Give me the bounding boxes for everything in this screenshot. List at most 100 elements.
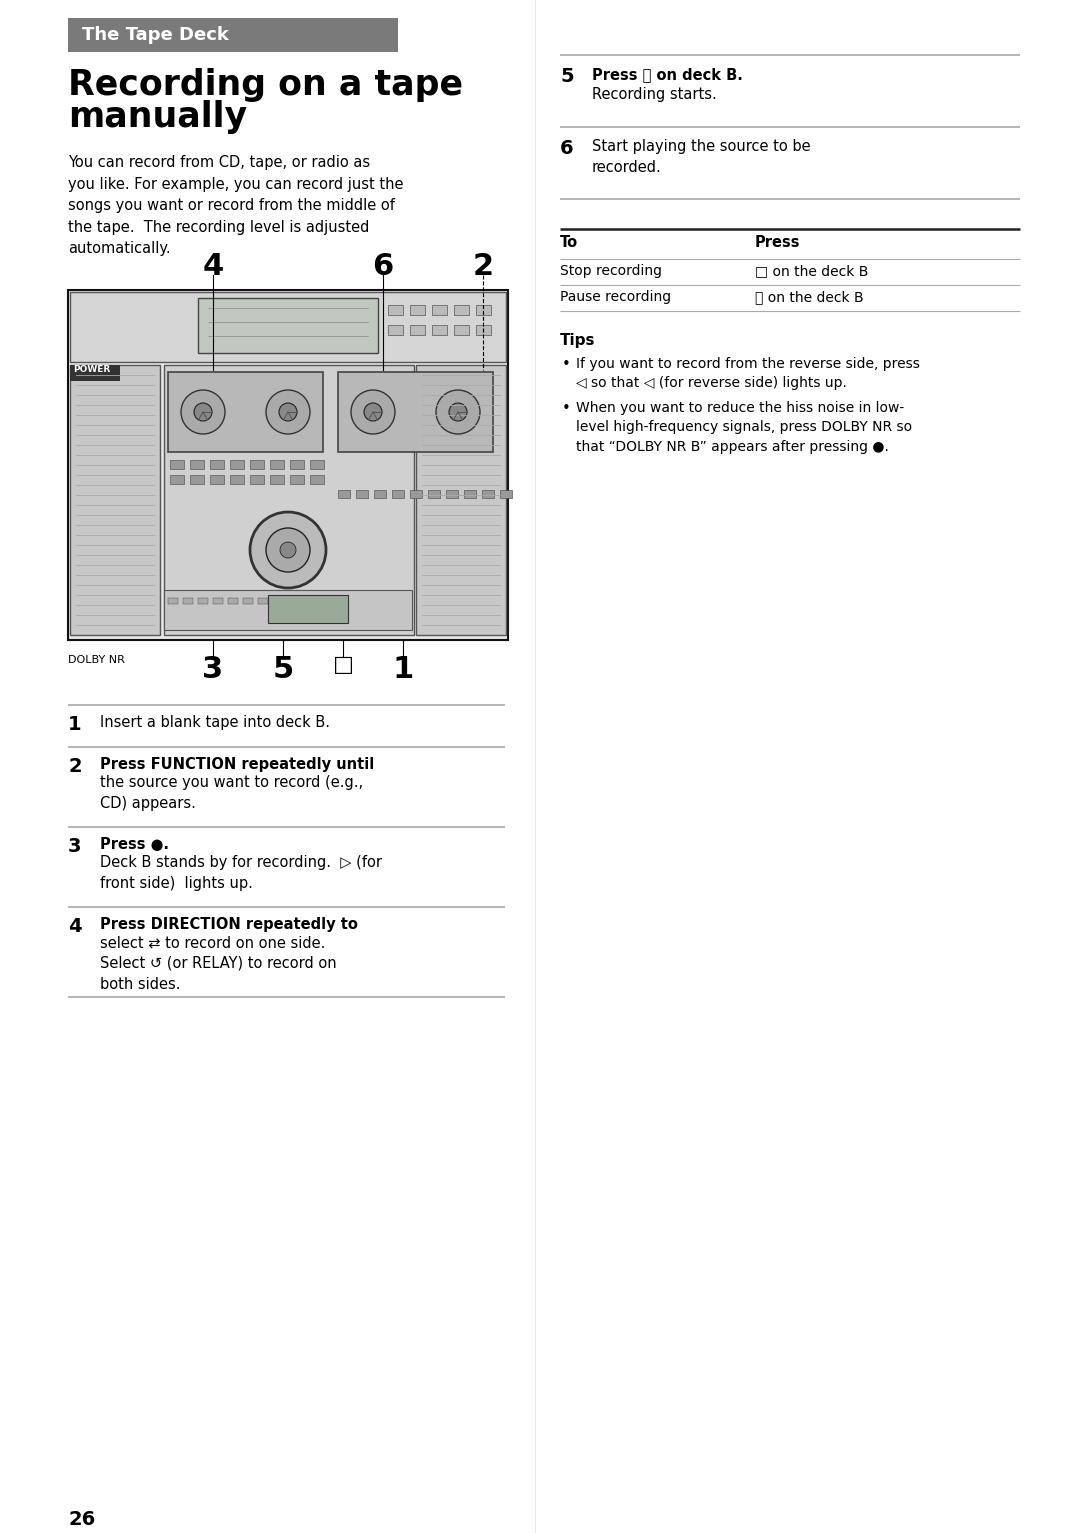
Text: Press ●.: Press ●. (100, 837, 168, 852)
Bar (291, 460, 303, 469)
Text: To: To (561, 235, 578, 250)
Text: Stop recording: Stop recording (561, 264, 662, 277)
Bar (428, 491, 440, 498)
Bar (164, 365, 414, 635)
Bar (338, 373, 492, 452)
Bar (500, 491, 512, 498)
Bar (388, 305, 403, 314)
Text: □ on the deck B: □ on the deck B (755, 264, 868, 277)
Circle shape (266, 389, 310, 434)
Text: 6: 6 (561, 140, 573, 158)
Text: Press DIRECTION repeatedly to: Press DIRECTION repeatedly to (100, 917, 357, 932)
Bar (243, 598, 253, 604)
Bar (168, 598, 178, 604)
Text: 3: 3 (202, 655, 224, 684)
Bar (228, 598, 238, 604)
Text: 5: 5 (272, 655, 294, 684)
Bar (410, 491, 422, 498)
Text: POWER: POWER (73, 365, 110, 374)
Bar (476, 325, 491, 336)
Bar (268, 595, 348, 622)
Text: Recording starts.: Recording starts. (592, 87, 717, 103)
Text: 6: 6 (373, 251, 393, 281)
Circle shape (181, 389, 225, 434)
Bar (70, 365, 120, 382)
Text: Insert a blank tape into deck B.: Insert a blank tape into deck B. (100, 714, 330, 730)
Bar (432, 325, 447, 336)
Text: If you want to record from the reverse side, press
◁ so that ◁ (for reverse side: If you want to record from the reverse s… (576, 357, 920, 391)
Text: 4: 4 (202, 251, 224, 281)
Bar (388, 325, 403, 336)
Bar (249, 460, 264, 469)
Circle shape (351, 389, 395, 434)
Text: Recording on a tape: Recording on a tape (68, 67, 463, 103)
Text: DOLBY NR: DOLBY NR (68, 655, 125, 665)
Circle shape (279, 403, 297, 422)
Bar (416, 365, 507, 635)
Text: Press ⏯ on deck B.: Press ⏯ on deck B. (592, 67, 743, 81)
Bar (70, 291, 507, 362)
Text: 5: 5 (561, 67, 573, 86)
Bar (190, 475, 204, 484)
Bar (392, 491, 404, 498)
Text: Press FUNCTION repeatedly until: Press FUNCTION repeatedly until (100, 757, 375, 773)
Bar (482, 491, 494, 498)
Bar (70, 365, 160, 635)
Circle shape (280, 543, 296, 558)
Circle shape (449, 403, 467, 422)
Circle shape (266, 527, 310, 572)
Bar (374, 491, 386, 498)
Bar (258, 598, 268, 604)
Circle shape (249, 512, 326, 589)
Text: select ⇄ to record on one side.
Select ↺ (or RELAY) to record on
both sides.: select ⇄ to record on one side. Select ↺… (100, 935, 337, 992)
Bar (476, 305, 491, 314)
Bar (170, 460, 184, 469)
Text: Pause recording: Pause recording (561, 290, 671, 304)
Bar (170, 475, 184, 484)
Bar (68, 290, 508, 639)
Text: •: • (562, 357, 570, 373)
Bar (446, 491, 458, 498)
Text: 26: 26 (68, 1510, 95, 1528)
Bar (210, 460, 224, 469)
Bar (310, 460, 324, 469)
Text: 1: 1 (392, 655, 414, 684)
Text: manually: manually (68, 100, 247, 133)
Text: 3: 3 (68, 837, 81, 855)
Text: ⏯ on the deck B: ⏯ on the deck B (755, 290, 864, 304)
Bar (338, 491, 350, 498)
Bar (249, 475, 264, 484)
Bar (410, 305, 426, 314)
Bar (213, 598, 222, 604)
Circle shape (194, 403, 212, 422)
Bar (210, 475, 224, 484)
Bar (198, 598, 208, 604)
Bar (68, 18, 399, 52)
Circle shape (436, 389, 480, 434)
Text: Tips: Tips (561, 333, 595, 348)
Text: •: • (562, 402, 570, 415)
Text: Press: Press (755, 235, 800, 250)
Bar (270, 460, 284, 469)
Bar (270, 475, 284, 484)
Bar (230, 475, 244, 484)
Bar (291, 475, 303, 484)
Text: 2: 2 (68, 757, 82, 776)
Bar (164, 590, 411, 630)
Text: the source you want to record (e.g.,
CD) appears.: the source you want to record (e.g., CD)… (100, 776, 363, 811)
Circle shape (364, 403, 382, 422)
Bar (310, 475, 324, 484)
Text: 1: 1 (68, 714, 82, 734)
Bar (168, 373, 323, 452)
Text: Deck B stands by for recording.  ▷ (for
front side)  lights up.: Deck B stands by for recording. ▷ (for f… (100, 855, 382, 891)
Bar (454, 305, 469, 314)
Bar (356, 491, 368, 498)
Bar (432, 305, 447, 314)
Text: When you want to reduce the hiss noise in low-
level high-frequency signals, pre: When you want to reduce the hiss noise i… (576, 402, 913, 454)
Text: 2: 2 (472, 251, 494, 281)
Bar (198, 297, 378, 353)
Bar (410, 325, 426, 336)
Text: 4: 4 (68, 917, 82, 937)
Bar (183, 598, 193, 604)
Bar (464, 491, 476, 498)
